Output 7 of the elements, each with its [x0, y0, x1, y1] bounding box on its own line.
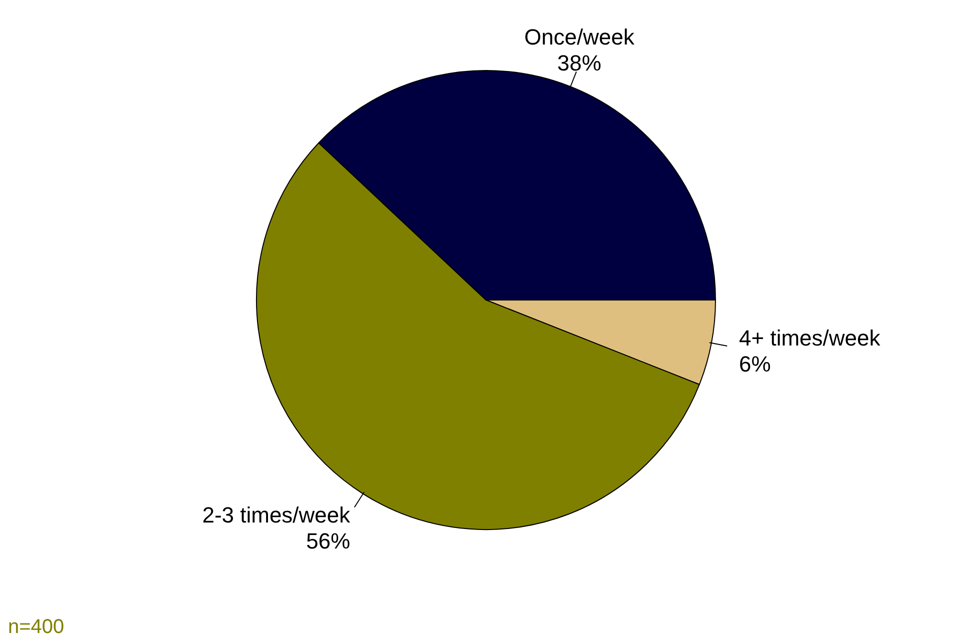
- text: n=400: [8, 616, 64, 639]
- data-label: 6%: [739, 352, 771, 376]
- data-label: 56%: [306, 528, 350, 554]
- slice-label: 2-3 times/week: [202, 502, 352, 528]
- slice-label: Once/week: [524, 24, 636, 50]
- data-label: 38%: [557, 50, 602, 76]
- slice-label: 4+ times/week: [739, 326, 882, 350]
